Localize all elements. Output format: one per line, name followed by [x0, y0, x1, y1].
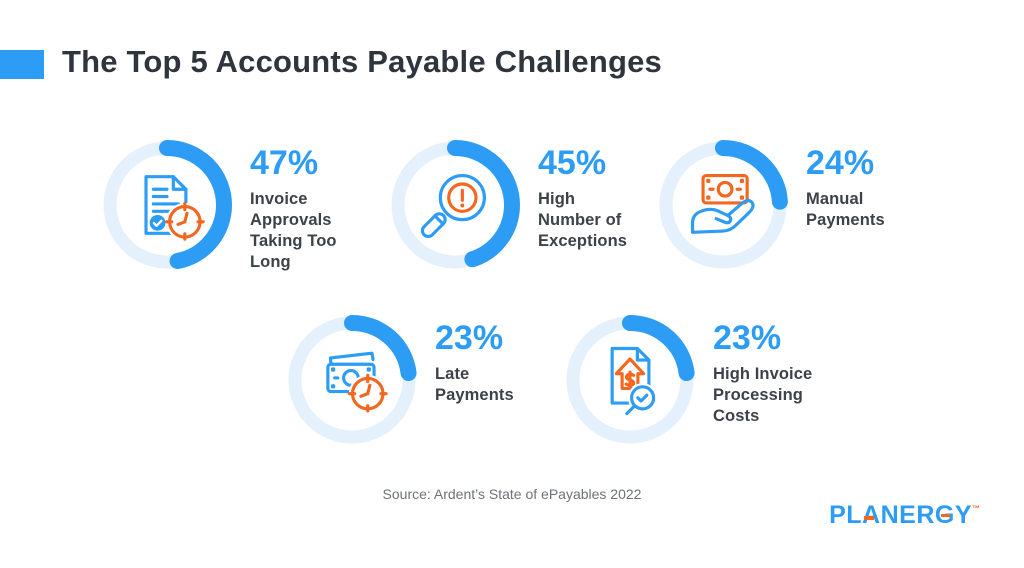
stat-item-processing-costs: 23% High Invoice Processing Costs	[560, 310, 852, 462]
donut-gauge	[565, 315, 695, 445]
stat-percent: 47%	[250, 144, 319, 182]
donut-arc	[565, 315, 695, 445]
donut-arc	[390, 140, 520, 270]
donut-gauge	[287, 315, 417, 445]
trademark-symbol: ™	[972, 504, 980, 513]
stat-label: Late Payments	[435, 364, 514, 404]
invoice-cost-magnifier-icon	[610, 346, 658, 416]
magnifier-exclamation-icon	[420, 174, 486, 239]
stat-item-invoice-approvals: 47% Invoice Approvals Taking Too Long	[97, 135, 389, 287]
stat-label: Manual Payments	[806, 189, 885, 229]
stat-percent: 24%	[806, 144, 875, 182]
donut-arc	[287, 315, 417, 445]
title-accent-bar	[0, 50, 44, 79]
logo-g-accent	[941, 513, 951, 517]
planergy-logo-text: PLANERGY™	[829, 501, 980, 529]
donut-arc	[658, 140, 788, 270]
stat-item-manual-payments: 24% Manual Payments	[653, 135, 945, 287]
stat-percent: 23%	[435, 319, 504, 357]
donut-gauge	[390, 140, 520, 270]
planergy-logo: PLANERGY™	[829, 501, 980, 531]
logo-a-accent	[863, 516, 874, 520]
stat-percent: 45%	[538, 144, 607, 182]
cash-in-hand-icon	[690, 174, 755, 234]
stat-item-late-payments: 23% Late Payments	[282, 310, 574, 462]
donut-gauge	[658, 140, 788, 270]
page-title: The Top 5 Accounts Payable Challenges	[62, 44, 662, 79]
stat-label: Invoice Approvals Taking Too Long	[250, 189, 337, 271]
source-note: Source: Ardent’s State of ePayables 2022	[382, 486, 642, 502]
stat-item-exceptions: 45% High Number of Exceptions	[385, 135, 677, 287]
stat-percent: 23%	[713, 319, 782, 357]
invoice-approval-clock-icon	[144, 175, 205, 241]
banknotes-clock-icon	[326, 351, 388, 413]
donut-gauge	[102, 140, 232, 270]
donut-arc	[102, 140, 232, 270]
stat-label: High Number of Exceptions	[538, 189, 628, 250]
stat-label: High Invoice Processing Costs	[713, 364, 813, 425]
